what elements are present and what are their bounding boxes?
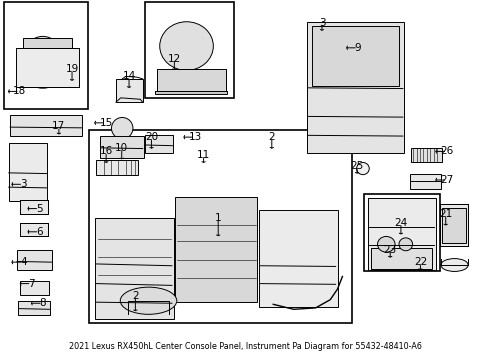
Text: 20: 20 — [145, 132, 158, 142]
Bar — [20, 281, 49, 295]
Bar — [19, 301, 50, 315]
Bar — [97, 159, 138, 175]
Text: 11: 11 — [197, 150, 210, 160]
Bar — [411, 148, 442, 162]
Bar — [10, 115, 82, 136]
Bar — [20, 200, 48, 213]
Text: 24: 24 — [394, 218, 408, 228]
Text: 26: 26 — [441, 147, 454, 157]
Text: 2: 2 — [132, 291, 139, 301]
Text: 9: 9 — [355, 43, 361, 53]
Text: 2: 2 — [269, 132, 275, 142]
Bar — [307, 22, 404, 153]
Text: 12: 12 — [168, 54, 181, 64]
Bar — [410, 174, 441, 189]
Text: 15: 15 — [99, 118, 113, 128]
Bar — [368, 198, 436, 270]
Text: 19: 19 — [65, 64, 79, 74]
Ellipse shape — [24, 36, 61, 73]
Bar — [365, 194, 440, 271]
Bar — [17, 250, 52, 270]
Bar — [16, 48, 79, 87]
Text: 7: 7 — [28, 279, 35, 289]
Bar — [100, 136, 144, 158]
Text: 3: 3 — [20, 179, 26, 189]
Bar — [442, 207, 466, 243]
Bar — [312, 26, 399, 86]
Bar — [9, 143, 47, 201]
Text: 21: 21 — [439, 209, 452, 219]
Ellipse shape — [120, 287, 177, 314]
Text: 27: 27 — [441, 175, 454, 185]
Text: 5: 5 — [36, 203, 43, 213]
Text: 2021 Lexus RX450hL Center Console Panel, Instrument Pa Diagram for 55432-48410-A: 2021 Lexus RX450hL Center Console Panel,… — [69, 342, 421, 351]
Ellipse shape — [399, 238, 413, 251]
Bar — [440, 204, 468, 246]
Bar — [259, 210, 338, 307]
Bar — [116, 79, 143, 102]
Bar — [89, 130, 352, 323]
Text: 1: 1 — [215, 212, 221, 222]
Text: 22: 22 — [414, 257, 427, 267]
Bar — [175, 197, 257, 302]
Bar — [20, 223, 48, 237]
Bar — [145, 135, 173, 153]
Text: 8: 8 — [40, 298, 46, 308]
Text: 4: 4 — [20, 257, 26, 267]
Ellipse shape — [357, 162, 369, 175]
Bar — [24, 38, 72, 48]
Ellipse shape — [112, 117, 133, 139]
Bar — [155, 91, 227, 94]
Ellipse shape — [30, 75, 55, 88]
Text: 3: 3 — [318, 18, 325, 28]
Text: 25: 25 — [350, 161, 364, 171]
Text: 10: 10 — [115, 143, 128, 153]
Text: 18: 18 — [13, 86, 26, 96]
Text: 6: 6 — [36, 227, 43, 237]
Bar — [4, 2, 88, 109]
Text: 13: 13 — [189, 132, 202, 142]
Text: 23: 23 — [384, 245, 397, 255]
Ellipse shape — [160, 22, 213, 70]
Text: 16: 16 — [99, 147, 113, 157]
Bar — [371, 248, 432, 269]
Bar — [157, 69, 225, 91]
Text: 17: 17 — [52, 121, 66, 131]
Bar — [95, 217, 174, 319]
Text: 14: 14 — [122, 71, 136, 81]
Ellipse shape — [441, 258, 468, 271]
Ellipse shape — [377, 237, 395, 252]
Bar — [145, 2, 234, 98]
